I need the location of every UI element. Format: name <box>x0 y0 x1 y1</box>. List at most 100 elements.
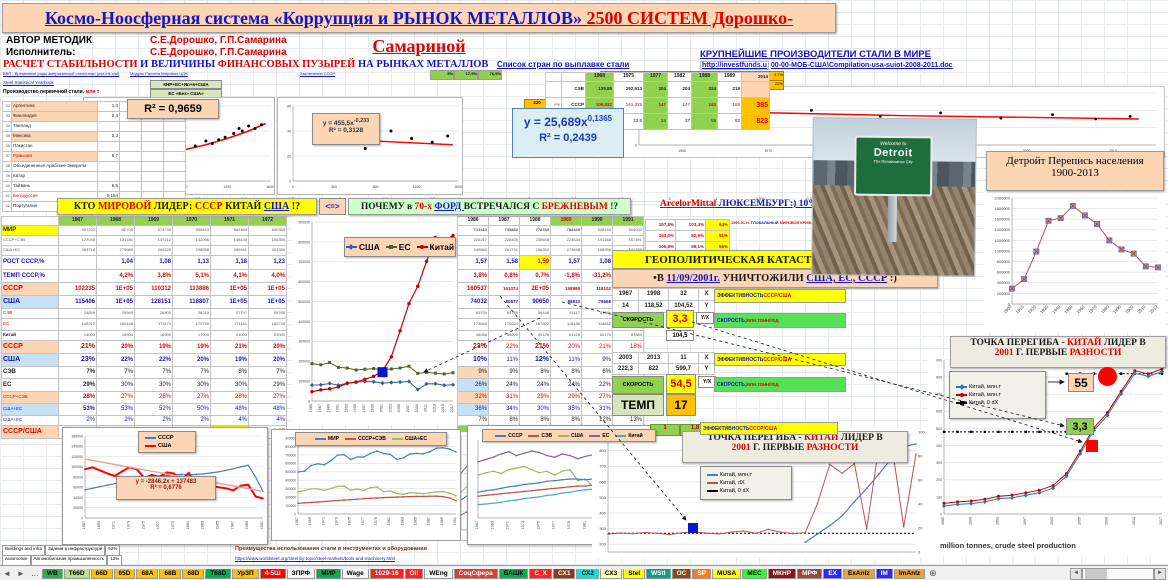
cell[interactable] <box>119 151 142 162</box>
cell[interactable]: 32 <box>2 101 12 112</box>
cell[interactable]: 32% <box>457 391 489 404</box>
cell[interactable]: ЕС <box>1 318 59 331</box>
cell[interactable]: 822 <box>638 363 669 375</box>
cell[interactable]: Катар <box>11 171 98 182</box>
cell[interactable]: 25940 <box>96 308 135 319</box>
cell[interactable]: 33 <box>2 111 12 122</box>
cell[interactable]: 5,1% <box>172 269 211 283</box>
cell[interactable]: 595443 <box>172 225 211 236</box>
cell[interactable]: 31% <box>581 403 613 416</box>
cell[interactable]: 8% <box>550 366 582 379</box>
cell[interactable]: 2E+05 <box>519 282 551 296</box>
cell[interactable]: 1989 <box>717 72 742 82</box>
cell[interactable]: 26% <box>457 378 489 392</box>
add-sheet-icon[interactable]: ⊕ <box>929 568 937 578</box>
cell[interactable]: 204 <box>643 81 668 98</box>
cell-knr-group[interactable]: КНР+ЕС+Яп+я+США <box>150 80 222 89</box>
cell[interactable]: -31,2% <box>581 269 613 283</box>
cell[interactable]: 58448 <box>519 308 551 319</box>
cell[interactable]: 1,08 <box>581 255 613 270</box>
cell[interactable]: 30% <box>519 403 551 416</box>
cell[interactable]: 160537 <box>457 282 489 296</box>
cell[interactable]: США <box>1 295 59 309</box>
cell[interactable]: 22% <box>96 353 135 367</box>
cell[interactable]: Финляндия <box>11 111 98 122</box>
cell[interactable]: 192,613 <box>613 81 644 98</box>
cell[interactable]: 1E+05 <box>96 295 135 309</box>
cell[interactable]: 1991 <box>612 216 644 226</box>
cell[interactable]: 1 <box>673 196 718 202</box>
cell[interactable]: 778788 <box>519 225 551 236</box>
cell[interactable]: 23% <box>58 353 97 367</box>
cell[interactable] <box>119 141 142 152</box>
cell[interactable]: 169 <box>717 97 742 114</box>
cell[interactable]: 168998 <box>581 245 613 256</box>
cell[interactable]: 226217 <box>457 235 489 246</box>
cell[interactable]: 224 <box>691 81 718 98</box>
cell[interactable]: 21% <box>581 340 613 354</box>
cell[interactable]: Пакистан <box>11 141 98 152</box>
cell[interactable]: 32 <box>668 288 699 301</box>
cell[interactable]: 1990 <box>581 216 613 226</box>
cell[interactable]: 50% <box>172 403 211 416</box>
cell[interactable] <box>119 121 142 132</box>
cell[interactable]: 12% <box>519 353 551 367</box>
cell[interactable] <box>163 171 186 182</box>
cell[interactable]: 147 <box>643 97 668 114</box>
sheet-tab-Wage[interactable]: Wage <box>341 568 369 579</box>
cell[interactable]: СССР <box>1 340 59 354</box>
cell[interactable]: 2003 <box>612 352 639 364</box>
cell[interactable]: 1972 <box>248 216 287 226</box>
cell[interactable]: 65789 <box>488 308 520 319</box>
cell[interactable]: 0,7% <box>519 269 551 283</box>
cell[interactable]: 2% <box>172 415 211 426</box>
sheet-tab-МРФ[interactable]: МРФ <box>797 568 823 579</box>
cell[interactable]: 1E+05 <box>96 282 135 296</box>
cell[interactable]: 1E+05 <box>210 295 249 309</box>
cell[interactable]: РОСТ СССР,% <box>1 255 59 270</box>
cell[interactable]: 6,5 <box>97 181 120 192</box>
cell[interactable]: 163,0% <box>645 230 676 242</box>
cell[interactable]: МИР <box>1 225 59 236</box>
link-ussr[interactable]: Заключение СССР <box>300 71 336 76</box>
cell[interactable]: 139,86 <box>585 81 614 98</box>
cell[interactable]: 17900 <box>172 330 211 341</box>
cell[interactable]: СЭВ <box>561 81 586 98</box>
cell[interactable]: -1,8% <box>550 269 582 283</box>
cell[interactable]: 0,3 <box>97 131 120 142</box>
cell[interactable]: 8% <box>519 415 551 426</box>
cell[interactable]: 26900 <box>134 308 173 319</box>
cell[interactable]: 30% <box>134 378 173 392</box>
cell[interactable]: 82 <box>717 113 742 130</box>
cell[interactable]: 504033 <box>612 225 644 236</box>
sheet-tab-WStl[interactable]: WStl <box>646 568 671 579</box>
cell[interactable]: 21% <box>519 340 551 354</box>
swap-arrow-icon[interactable]: <=> <box>319 198 346 215</box>
cell[interactable]: 251751 <box>488 245 520 256</box>
cell[interactable]: 37 <box>2 151 12 162</box>
cell[interactable]: 170624 <box>488 318 520 331</box>
cell[interactable]: 16900 <box>134 330 173 341</box>
cell[interactable]: 62173 <box>581 330 613 341</box>
cell[interactable]: 28% <box>210 391 249 404</box>
cell[interactable]: 19% <box>134 340 173 354</box>
cell[interactable]: 46268 <box>457 330 489 341</box>
cell[interactable]: 131781 <box>96 235 135 246</box>
cell[interactable]: 263718 <box>58 245 97 256</box>
cell[interactable]: 173840 <box>457 318 489 331</box>
cell[interactable]: 23% <box>457 340 489 354</box>
cell[interactable]: Таиланд <box>11 121 98 132</box>
sheet-tab-УрЗП[interactable]: УрЗП <box>232 568 259 579</box>
cell[interactable] <box>163 121 186 132</box>
cell[interactable]: 21000 <box>210 330 249 341</box>
cell[interactable]: 21% <box>210 340 249 354</box>
cell[interactable]: 9% <box>488 366 520 379</box>
cell[interactable]: 29% <box>58 378 97 392</box>
cell[interactable]: 1998 <box>638 288 669 301</box>
cell[interactable]: СССР+СЭВ <box>1 391 59 404</box>
cell[interactable]: 735882 <box>488 225 520 236</box>
cell[interactable]: 35% <box>550 403 582 416</box>
cell[interactable]: 4,0% <box>248 269 287 283</box>
cell[interactable] <box>1 216 59 226</box>
cell[interactable]: 2% <box>134 415 173 426</box>
